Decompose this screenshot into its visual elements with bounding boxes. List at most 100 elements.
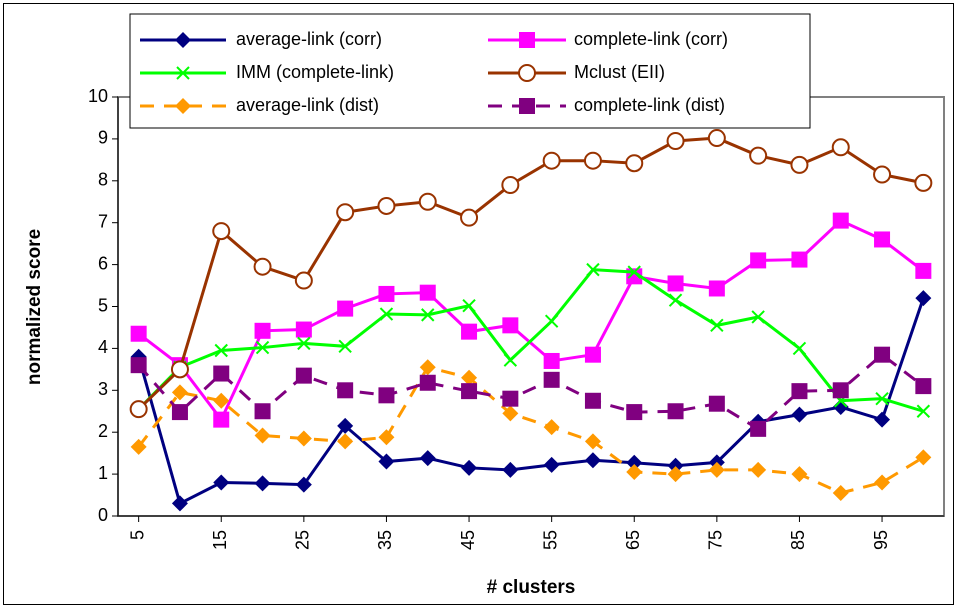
- data-point: [254, 475, 271, 492]
- data-point: [171, 384, 188, 401]
- data-point: [337, 382, 354, 399]
- data-point: [254, 322, 271, 339]
- x-axis-label: # clusters: [487, 577, 576, 598]
- y-tick-label: 9: [98, 128, 108, 148]
- y-tick-label: 0: [98, 505, 108, 525]
- data-point: [543, 352, 560, 369]
- data-point: [791, 466, 808, 483]
- data-point: [171, 404, 188, 421]
- data-point: [130, 357, 147, 374]
- data-point: [626, 464, 643, 481]
- data-point: [791, 406, 808, 423]
- data-point: [213, 411, 230, 428]
- data-point: [708, 461, 725, 478]
- legend-marker: [519, 32, 535, 48]
- y-tick-label: 1: [98, 463, 108, 483]
- data-point: [253, 257, 272, 276]
- data-point: [461, 383, 478, 400]
- data-point: [543, 456, 560, 473]
- data-point: [667, 275, 684, 292]
- data-point: [254, 403, 271, 420]
- x-tick-label: 85: [788, 530, 808, 550]
- legend-marker: [519, 98, 535, 114]
- plot-area: [117, 96, 945, 517]
- data-point: [915, 262, 932, 279]
- data-point: [421, 308, 435, 322]
- data-point: [792, 341, 807, 356]
- data-point: [707, 129, 726, 148]
- y-tick-label: 10: [88, 86, 108, 106]
- data-point: [874, 411, 891, 428]
- data-point: [297, 336, 311, 351]
- data-point: [378, 387, 395, 404]
- x-tick-label: 15: [210, 530, 230, 550]
- series-line: [137, 268, 924, 413]
- y-tick-label: 6: [98, 253, 108, 273]
- data-point: [543, 419, 560, 436]
- legend-marker: [175, 98, 191, 114]
- data-point: [667, 403, 684, 420]
- data-point: [337, 300, 354, 317]
- data-point: [461, 459, 478, 476]
- data-point: [916, 404, 931, 418]
- data-point: [750, 252, 767, 269]
- legend-label: Mclust (EII): [574, 62, 665, 82]
- data-point: [295, 321, 312, 338]
- data-point: [502, 317, 519, 334]
- data-point: [584, 433, 601, 450]
- data-point: [791, 383, 808, 400]
- data-point: [625, 154, 644, 173]
- data-point: [213, 365, 230, 382]
- data-point: [915, 290, 932, 307]
- data-point: [213, 392, 230, 409]
- data-point: [294, 271, 313, 290]
- data-point: [171, 495, 188, 512]
- data-point: [378, 453, 395, 470]
- data-point: [419, 284, 436, 301]
- data-point: [749, 146, 768, 165]
- data-point: [915, 449, 932, 466]
- data-point: [543, 371, 560, 388]
- data-point: [502, 461, 519, 478]
- x-tick-label: 45: [458, 530, 478, 550]
- x-tick-label: 5: [127, 530, 147, 540]
- legend-marker: [518, 64, 536, 82]
- data-point: [875, 391, 889, 406]
- data-point: [874, 346, 891, 363]
- data-point: [832, 212, 849, 229]
- data-point: [295, 367, 312, 384]
- data-point: [832, 484, 849, 501]
- x-tick-label: 35: [375, 530, 395, 550]
- legend-marker: [175, 32, 191, 48]
- legend-label: average-link (dist): [236, 95, 379, 115]
- data-point: [544, 314, 559, 328]
- data-point: [915, 378, 932, 395]
- data-point: [586, 262, 600, 277]
- data-point: [502, 405, 519, 422]
- data-point: [668, 293, 683, 307]
- data-point: [708, 395, 725, 412]
- y-axis-label: normalized score: [24, 229, 45, 385]
- data-point: [255, 340, 270, 355]
- data-point: [626, 454, 643, 471]
- data-point: [377, 196, 396, 215]
- data-point: [666, 131, 685, 150]
- data-point: [130, 325, 147, 342]
- data-point: [874, 231, 891, 248]
- data-point: [501, 175, 520, 194]
- data-point: [418, 192, 437, 211]
- data-point: [461, 369, 478, 386]
- legend-label: IMM (complete-link): [236, 62, 394, 82]
- y-tick-label: 7: [98, 211, 108, 231]
- legend-label: complete-link (dist): [574, 95, 725, 115]
- y-tick-label: 8: [98, 170, 108, 190]
- data-point: [378, 285, 395, 302]
- data-point: [708, 280, 725, 297]
- data-point: [914, 173, 933, 192]
- data-point: [213, 474, 230, 491]
- data-point: [212, 222, 231, 241]
- x-tick-label: 75: [706, 530, 726, 550]
- y-tick-label: 3: [98, 379, 108, 399]
- data-point: [460, 208, 479, 227]
